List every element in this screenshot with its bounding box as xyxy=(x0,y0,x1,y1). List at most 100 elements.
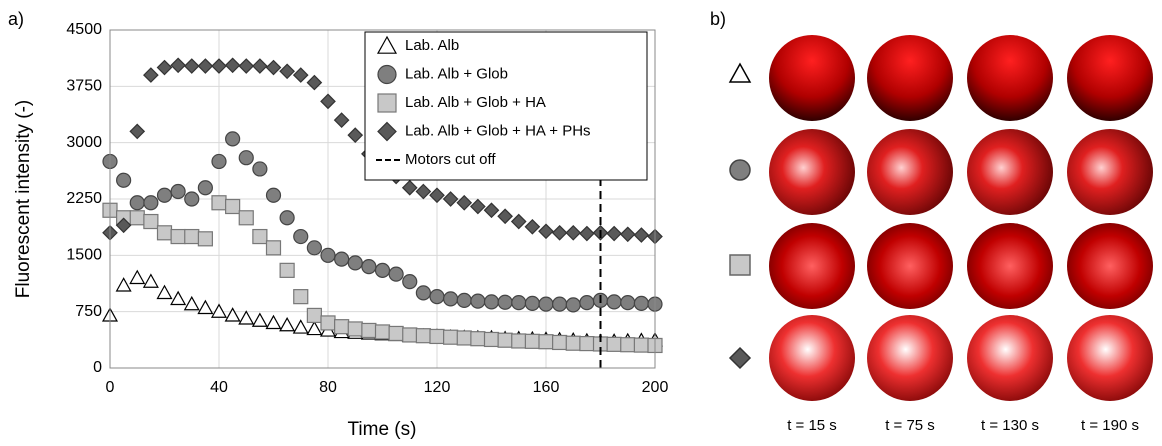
marker xyxy=(565,224,582,241)
marker xyxy=(579,335,595,352)
marker xyxy=(456,292,472,308)
marker xyxy=(606,294,622,310)
y-tick-label: 2250 xyxy=(66,190,102,207)
marker xyxy=(252,228,268,245)
x-tick-label: 120 xyxy=(424,379,451,396)
image-cell xyxy=(769,129,855,215)
legend-label: Lab. Alb xyxy=(405,37,459,54)
x-tick-label: 40 xyxy=(210,379,228,396)
marker xyxy=(115,277,132,292)
marker xyxy=(143,67,159,83)
marker xyxy=(252,58,268,74)
marker xyxy=(306,240,322,256)
marker xyxy=(483,294,500,310)
image-cell xyxy=(769,315,855,401)
marker xyxy=(376,35,398,54)
marker xyxy=(211,195,227,211)
x-tick-label: 160 xyxy=(533,379,560,396)
legend-label: Lab. Alb + Glob + HA + PHs xyxy=(405,122,591,139)
image-grid: t = 15 s t = 75 s t = 130 s t = 190 s xyxy=(728,35,1153,434)
marker xyxy=(170,290,187,306)
marker xyxy=(565,297,581,313)
image-cell xyxy=(769,35,855,121)
image-cell xyxy=(1067,129,1153,215)
marker xyxy=(156,225,173,241)
marker xyxy=(211,153,227,170)
image-cell xyxy=(867,223,953,309)
marker xyxy=(620,295,636,311)
y-tick-label: 3750 xyxy=(66,78,102,95)
marker xyxy=(265,240,282,256)
marker xyxy=(252,161,268,177)
marker xyxy=(293,289,309,305)
marker xyxy=(238,150,254,166)
image-cell xyxy=(967,315,1053,401)
marker xyxy=(511,295,527,311)
marker xyxy=(524,218,541,235)
marker xyxy=(115,217,132,234)
marker xyxy=(538,296,554,312)
marker xyxy=(388,325,404,342)
marker xyxy=(388,266,404,282)
marker xyxy=(633,337,649,353)
y-tick-label: 4500 xyxy=(66,21,102,38)
marker xyxy=(551,224,568,241)
column-label: t = 130 s xyxy=(981,417,1039,434)
image-cell xyxy=(769,223,855,309)
marker xyxy=(170,183,186,200)
image-cell xyxy=(1067,223,1153,309)
marker xyxy=(265,59,282,76)
marker xyxy=(347,127,364,144)
marker xyxy=(129,195,145,211)
marker xyxy=(279,316,296,332)
marker xyxy=(238,58,255,74)
y-tick-label: 3000 xyxy=(66,134,102,151)
marker xyxy=(497,332,513,348)
marker xyxy=(170,228,186,245)
marker xyxy=(334,319,350,335)
marker xyxy=(415,328,431,344)
column-label: t = 190 s xyxy=(1081,417,1139,434)
row-symbol xyxy=(728,62,752,83)
marker xyxy=(429,289,445,305)
marker xyxy=(292,319,309,334)
marker xyxy=(306,307,322,324)
marker xyxy=(374,262,391,278)
marker xyxy=(402,274,418,290)
marker xyxy=(224,57,241,74)
marker xyxy=(524,295,540,312)
marker xyxy=(265,314,282,330)
image-cell xyxy=(1067,35,1153,121)
marker xyxy=(565,335,581,351)
marker xyxy=(538,334,554,350)
marker xyxy=(211,58,227,74)
marker xyxy=(538,223,554,240)
marker xyxy=(377,64,397,85)
y-axis-title: Fluorescent intensity (-) xyxy=(13,100,34,299)
marker xyxy=(510,213,527,230)
marker xyxy=(142,273,159,288)
marker xyxy=(306,320,323,336)
marker xyxy=(497,208,513,225)
image-cell xyxy=(867,315,953,401)
marker xyxy=(470,331,486,347)
marker xyxy=(579,225,595,242)
legend: Lab. Alb Lab. Alb + Glob Lab. Alb + Glob +… xyxy=(364,31,648,181)
marker xyxy=(251,312,268,327)
marker xyxy=(320,93,336,110)
marker xyxy=(402,327,418,343)
marker xyxy=(143,195,159,211)
marker xyxy=(633,295,649,312)
y-tick-label: 750 xyxy=(75,303,102,320)
x-tick-label: 0 xyxy=(106,379,115,396)
marker xyxy=(483,202,500,219)
marker xyxy=(210,303,228,318)
marker xyxy=(429,328,445,345)
legend-label: Lab. Alb + Glob + HA xyxy=(405,94,546,111)
column-label: t = 75 s xyxy=(885,417,935,434)
marker xyxy=(197,231,213,247)
marker xyxy=(497,294,513,310)
marker xyxy=(306,74,323,91)
marker xyxy=(320,247,336,263)
panel-label: a) xyxy=(8,9,24,29)
